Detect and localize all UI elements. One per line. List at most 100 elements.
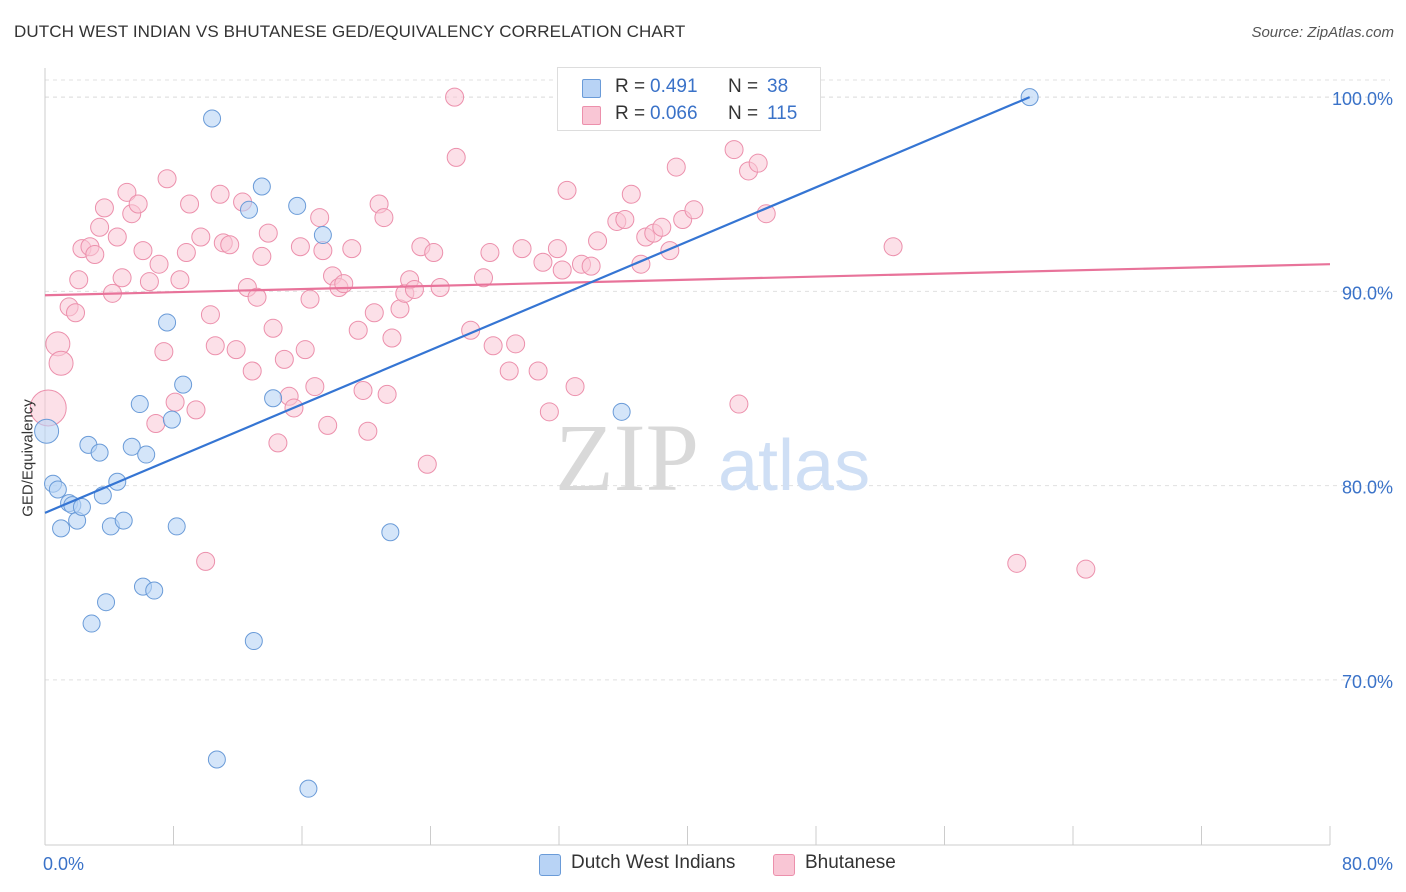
bhutanese-point xyxy=(506,334,526,354)
bhutanese-trend-line xyxy=(44,263,1331,297)
gridlines xyxy=(45,79,1390,681)
bhutanese-point xyxy=(652,217,672,237)
bhutanese-point xyxy=(364,303,384,323)
bhutanese-point xyxy=(128,194,148,214)
chart-title: DUTCH WEST INDIAN VS BHUTANESE GED/EQUIV… xyxy=(14,22,686,41)
bhutanese-point xyxy=(615,210,635,230)
bhutanese-point xyxy=(191,227,211,247)
bhutanese-point xyxy=(69,270,89,290)
bhutanese-point xyxy=(305,377,325,397)
bhutanese-point xyxy=(318,415,338,435)
bhutanese-point xyxy=(263,318,283,338)
dutch-west-indians-point xyxy=(299,779,318,798)
bhutanese-point xyxy=(94,198,114,218)
bhutanese-point xyxy=(1076,559,1096,579)
dutch-west-indians-trend-line xyxy=(44,96,1031,514)
dutch-west-indians-point xyxy=(82,614,101,633)
bhutanese-point xyxy=(220,235,240,255)
bhutanese-point xyxy=(446,147,466,167)
bhutanese-point xyxy=(200,305,220,325)
bhutanese-point xyxy=(290,237,310,257)
bhutanese-point xyxy=(313,241,333,261)
dutch-west-indians-point xyxy=(34,418,60,444)
dutch-west-indians-point xyxy=(174,375,193,394)
dutch-west-indians-point xyxy=(264,389,283,408)
watermark-zip: ZIP xyxy=(555,404,699,511)
bhutanese-point xyxy=(499,361,519,381)
bhutanese-point xyxy=(358,421,378,441)
bottom-legend-swatch-blue xyxy=(539,854,561,876)
legend-swatch-blue xyxy=(582,79,601,98)
bhutanese-point xyxy=(295,340,315,360)
bhutanese-point xyxy=(528,361,548,381)
legend-r-value: 0.066 xyxy=(650,103,698,124)
bhutanese-point xyxy=(66,303,86,323)
bhutanese-point xyxy=(210,184,230,204)
bhutanese-point xyxy=(417,454,437,474)
bhutanese-point xyxy=(242,361,262,381)
source-credit: Source: ZipAtlas.com xyxy=(1251,24,1394,41)
bhutanese-point xyxy=(146,413,166,433)
legend-r-label: R = xyxy=(615,76,646,97)
dutch-west-indians-points xyxy=(34,88,1039,798)
bhutanese-point xyxy=(729,394,749,414)
bhutanese-point xyxy=(512,239,532,259)
dutch-west-indians-point xyxy=(130,395,149,414)
dutch-west-indians-point xyxy=(52,519,71,538)
bhutanese-point xyxy=(348,320,368,340)
bhutanese-point xyxy=(581,256,601,276)
watermark-atlas: atlas xyxy=(718,426,870,506)
bhutanese-point xyxy=(133,241,153,261)
bhutanese-point xyxy=(154,342,174,362)
legend-n-label: N = xyxy=(728,76,759,97)
bhutanese-point xyxy=(445,87,465,107)
bhutanese-point xyxy=(588,231,608,251)
bhutanese-point xyxy=(724,140,744,160)
bhutanese-point xyxy=(205,336,225,356)
dutch-west-indians-point xyxy=(203,109,222,128)
dutch-west-indians-point xyxy=(167,517,186,536)
bhutanese-point xyxy=(157,169,177,189)
bhutanese-point xyxy=(666,157,686,177)
bhutanese-point xyxy=(268,433,288,453)
legend-n-label: N = xyxy=(728,103,759,124)
bhutanese-point xyxy=(374,208,394,228)
dutch-west-indians-point xyxy=(72,498,91,517)
x-tick-label: 0.0% xyxy=(43,854,84,874)
bhutanese-point xyxy=(353,380,373,400)
bhutanese-point xyxy=(748,153,768,173)
bhutanese-point xyxy=(117,182,137,202)
bhutanese-point xyxy=(107,227,127,247)
bhutanese-point xyxy=(149,254,169,274)
dutch-west-indians-point xyxy=(97,593,116,612)
bhutanese-point xyxy=(274,349,294,369)
bhutanese-point xyxy=(342,239,362,259)
stats-legend: R = 0.491 N = 38 R = 0.066 N = 115 xyxy=(557,67,821,131)
dutch-west-indians-point xyxy=(207,750,226,769)
y-axis-label: GED/Equivalency xyxy=(19,399,37,517)
bottom-legend-swatch-pink xyxy=(773,854,795,876)
dutch-west-indians-point xyxy=(90,443,109,462)
dutch-west-indians-point xyxy=(239,200,258,219)
bhutanese-point xyxy=(258,223,278,243)
bhutanese-point xyxy=(883,237,903,257)
bhutanese-point xyxy=(112,268,132,288)
watermark: ZIP atlas xyxy=(555,404,870,511)
legend-r-value: 0.491 xyxy=(650,76,698,97)
bottom-legend-label: Bhutanese xyxy=(805,852,896,873)
bhutanese-point xyxy=(547,239,567,259)
y-tick-label: 80.0% xyxy=(1342,478,1393,498)
axes xyxy=(44,68,1331,846)
dutch-west-indians-point xyxy=(381,523,400,542)
legend-swatch-pink xyxy=(582,106,601,125)
bhutanese-point xyxy=(48,350,74,376)
bhutanese-point xyxy=(480,243,500,263)
bhutanese-point xyxy=(377,384,397,404)
dutch-west-indians-point xyxy=(252,177,271,196)
bhutanese-point xyxy=(252,246,272,266)
dutch-west-indians-point xyxy=(244,632,263,651)
bhutanese-point xyxy=(186,400,206,420)
bhutanese-point xyxy=(1007,553,1027,573)
dutch-west-indians-point xyxy=(612,402,631,421)
